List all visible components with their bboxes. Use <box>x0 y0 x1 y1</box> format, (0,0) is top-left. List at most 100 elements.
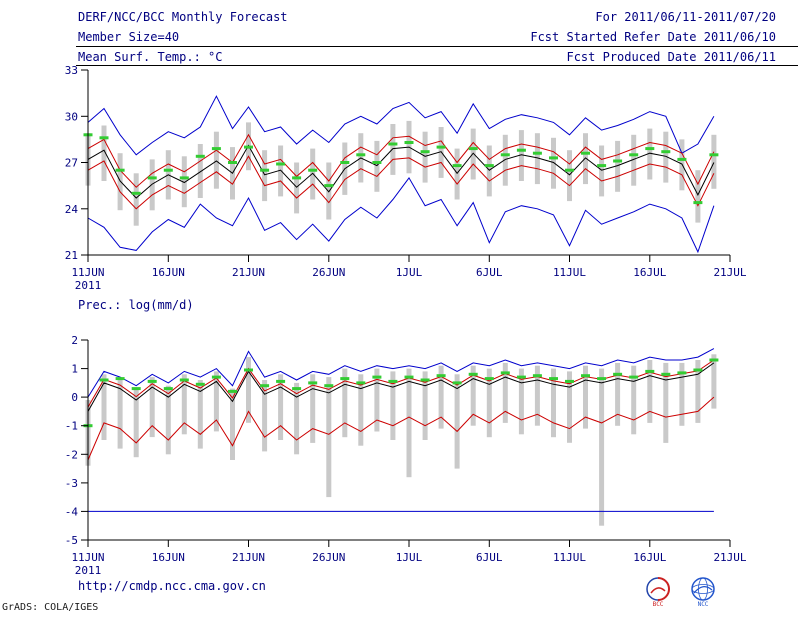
green-dash-marker <box>356 381 366 385</box>
green-dash-marker <box>99 378 109 382</box>
spread-bars <box>711 354 717 409</box>
y-tick-label: 33 <box>65 64 78 77</box>
green-dash-marker <box>645 147 655 151</box>
x-tick-label: 21JUL <box>713 266 746 279</box>
spread-bars <box>358 374 364 446</box>
green-dash-marker <box>629 153 639 157</box>
spread-bars <box>647 128 653 180</box>
spread-bars <box>181 374 187 435</box>
y-tick-label: -2 <box>65 448 78 461</box>
spread-bars <box>294 382 300 455</box>
header-divider-2 <box>76 65 798 66</box>
x-tick-label: 6JUL <box>476 266 503 279</box>
green-dash-marker <box>131 191 141 195</box>
x-tick-label: 21JUL <box>713 551 746 564</box>
green-dash-marker <box>549 377 558 381</box>
green-dash-marker <box>436 145 446 149</box>
spread-bars <box>518 130 524 181</box>
green-dash-marker <box>308 168 318 172</box>
bcc-logo-label: BCC <box>653 601 664 608</box>
green-dash-marker <box>709 358 719 362</box>
spread-bars <box>406 368 412 478</box>
spread-bars <box>534 365 540 426</box>
ensemble-mean <box>87 144 715 199</box>
source-url: http://cmdp.ncc.cma.gov.cn <box>78 579 266 593</box>
green-dash-marker <box>500 371 510 375</box>
green-dash-marker <box>613 372 623 376</box>
spread-bars <box>470 365 476 426</box>
green-dash-marker <box>484 377 494 381</box>
spread-bars <box>390 124 396 175</box>
x-tick-label: 1JUL <box>396 551 423 564</box>
green-dash-marker <box>292 176 302 180</box>
spread-bars <box>213 131 219 189</box>
x-axis-year: 2011 <box>75 279 102 292</box>
x-tick-label: 16JUL <box>633 266 666 279</box>
green-dash-marker <box>179 378 189 382</box>
spread-bars <box>294 162 300 214</box>
page-title: DERF/NCC/BCC Monthly Forecast <box>78 10 288 24</box>
green-dash-marker <box>388 379 398 383</box>
spread-bars <box>213 371 219 432</box>
spread-bars <box>390 371 396 440</box>
spread-bars <box>486 145 492 197</box>
green-dash-marker <box>388 142 398 146</box>
green-dash-marker <box>516 375 526 379</box>
green-dash-marker <box>372 375 382 379</box>
green-dash-marker <box>404 141 414 144</box>
bcc-logo: BCC <box>646 577 670 608</box>
green-dash-marker <box>115 168 125 172</box>
spread-bars <box>133 388 139 458</box>
y-tick-label: -5 <box>65 534 78 547</box>
x-tick-label: 21JUN <box>232 551 265 564</box>
green-dash-marker <box>597 377 607 381</box>
green-dash-marker <box>179 176 189 180</box>
spread-bars <box>663 131 669 183</box>
member-size: Member Size=40 <box>78 30 180 44</box>
x-axis-year: 2011 <box>75 564 102 577</box>
green-dash-marker <box>468 147 478 151</box>
x-tick-label: 1JUL <box>396 266 423 279</box>
y-tick-label: 24 <box>65 203 79 216</box>
spread-bars <box>133 173 139 226</box>
x-tick-label: 11JUL <box>553 551 586 564</box>
green-dash-marker <box>516 148 526 152</box>
green-dash-marker <box>292 387 302 391</box>
ncc-logo: NCC <box>691 577 715 608</box>
green-dash-marker <box>532 374 542 378</box>
green-dash-marker <box>260 168 270 172</box>
green-dash-marker <box>613 159 623 163</box>
green-dash-marker <box>468 372 478 376</box>
green-dash-marker <box>484 164 494 168</box>
spread-bars <box>278 374 284 440</box>
green-dash-marker <box>709 153 719 157</box>
red-upper <box>87 133 715 188</box>
green-dash-marker <box>452 381 462 385</box>
spread-bars <box>534 133 540 185</box>
x-tick-label: 11JUN <box>71 551 104 564</box>
x-tick-label: 6JUL <box>476 551 503 564</box>
forecast-range: For 2011/06/11-2011/07/20 <box>595 10 776 24</box>
spread-bars <box>567 150 572 202</box>
y-tick-label: -3 <box>65 477 78 490</box>
green-dash-marker <box>131 387 141 391</box>
spread-bars <box>342 368 348 438</box>
green-dash-marker <box>677 371 687 375</box>
green-dash-marker <box>276 379 286 383</box>
blue-lower-envelope <box>87 176 715 254</box>
spread-bars <box>583 365 588 429</box>
spread-bars <box>310 374 316 443</box>
green-dash-marker <box>228 161 237 164</box>
ncc-logo-label: NCC <box>698 601 709 608</box>
green-dash-marker <box>115 377 125 381</box>
x-tick-label: 11JUL <box>553 266 586 279</box>
red-upper <box>87 359 715 408</box>
spread-bars <box>454 374 460 469</box>
spread-bars <box>438 365 444 429</box>
spread-bars <box>551 368 556 438</box>
spread-bars <box>583 133 588 185</box>
x-tick-label: 16JUN <box>152 266 185 279</box>
green-dash-marker <box>195 154 205 158</box>
green-dash-marker <box>211 375 221 379</box>
spread-bars <box>631 134 637 186</box>
